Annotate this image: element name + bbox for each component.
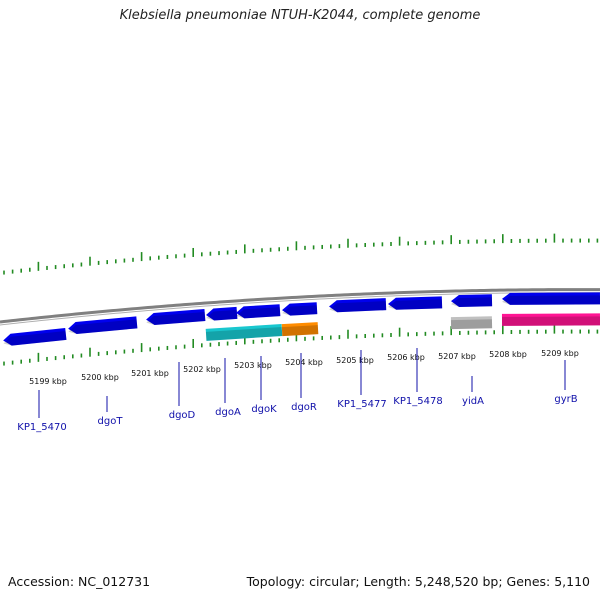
gene-label: gyrB (554, 394, 577, 405)
gene-dgor (281, 322, 319, 337)
map-title: Klebsiella pneumoniae NTUH-K2044, comple… (119, 8, 481, 23)
gene-labels: KP1_5470 dgoT dgoD dgoA dgoK dgoR KP1_5477 KP1_… (17, 348, 578, 433)
gene-kp1-5477-shade (329, 301, 387, 313)
gene-label: KP1_5478 (393, 396, 442, 407)
scale-label: 5208 kbp (489, 350, 527, 359)
gene-block-r (282, 302, 318, 316)
gene-dgod-body (146, 309, 206, 325)
scale-label: 5209 kbp (541, 349, 579, 358)
gene-upper-gyrb-body (502, 292, 600, 305)
gene-dgot (68, 316, 138, 334)
gene-upper-yida-shade (451, 297, 493, 307)
gene-block-a-shade (206, 309, 238, 321)
gene-block-a-body (206, 306, 238, 321)
gene-block-a (206, 306, 238, 321)
backbone-line (0, 288, 600, 324)
gene-dgoa-dgok (205, 323, 283, 341)
scale-label: 5205 kbp (336, 356, 374, 365)
scale-label: 5201 kbp (131, 369, 169, 378)
gene-upper-yida (451, 294, 493, 307)
topology-text: Topology: circular; Length: 5,248,520 bp… (246, 574, 590, 589)
gene-block-k-shade (236, 307, 281, 319)
gene-dgot-body (68, 316, 138, 334)
scale-label: 5199 kbp (29, 377, 67, 386)
gene-block-r-shade (282, 305, 318, 316)
gene-kp1-5477-body (329, 298, 387, 313)
scale-label: 5202 kbp (183, 365, 221, 374)
gene-kp1-5478-body (388, 296, 443, 310)
gene-dgor-shade (281, 325, 319, 337)
gene-kp1-5470 (3, 327, 67, 346)
backbone-shadow (0, 292, 600, 326)
gene-label: yidA (462, 396, 484, 407)
scale-label: 5203 kbp (234, 361, 272, 370)
gene-dgod-shade (146, 312, 206, 325)
gene-gyrb-shade (501, 316, 600, 326)
gene-label: dgoK (251, 404, 277, 415)
genome-backbone (0, 288, 600, 326)
gene-upper-gyrb-shade (502, 295, 600, 305)
gene-label: dgoD (169, 410, 196, 421)
gene-kp1-5478-shade (388, 299, 443, 310)
gene-kp1-5477 (329, 298, 387, 313)
gene-kp1-5478 (388, 296, 443, 310)
accession-text: Accession: NC_012731 (8, 574, 151, 589)
scale-labels: 5199 kbp 5200 kbp 5201 kbp 5202 kbp 5203 kbp… (29, 349, 579, 386)
gene-label: dgoR (291, 402, 317, 413)
scale-label: 5207 kbp (438, 352, 476, 361)
gene-gyrb-body (501, 313, 600, 326)
gene-kp1-5470-shade (3, 330, 67, 346)
inner-tick-track (3, 324, 599, 366)
gene-label: dgoT (98, 416, 124, 427)
scale-label: 5206 kbp (387, 353, 425, 362)
gene-block-r-body (282, 302, 318, 316)
gene-label: dgoA (215, 407, 241, 418)
gene-dgod (146, 309, 206, 325)
gene-kp1-5470-body (3, 327, 67, 346)
gene-yida (450, 316, 493, 330)
gene-label: KP1_5477 (337, 399, 386, 410)
scale-label: 5200 kbp (81, 373, 119, 382)
scale-label: 5204 kbp (285, 358, 323, 367)
gene-dgoa-dgok-body (205, 323, 283, 341)
gene-yida-shade (450, 319, 493, 330)
gene-yida-body (450, 316, 493, 330)
gene-block-k-body (236, 304, 281, 319)
gene-upper-gyrb (502, 292, 600, 305)
gene-label: KP1_5470 (17, 422, 66, 433)
outer-tick-track (3, 233, 599, 275)
gene-dgot-shade (68, 319, 138, 334)
gene-dgor-body (281, 322, 319, 337)
gene-upper-yida-body (451, 294, 493, 307)
gene-gyrb (501, 313, 600, 326)
gene-track (3, 292, 600, 346)
gene-dgoa-dgok-shade (205, 326, 283, 341)
gene-block-k (236, 304, 281, 319)
